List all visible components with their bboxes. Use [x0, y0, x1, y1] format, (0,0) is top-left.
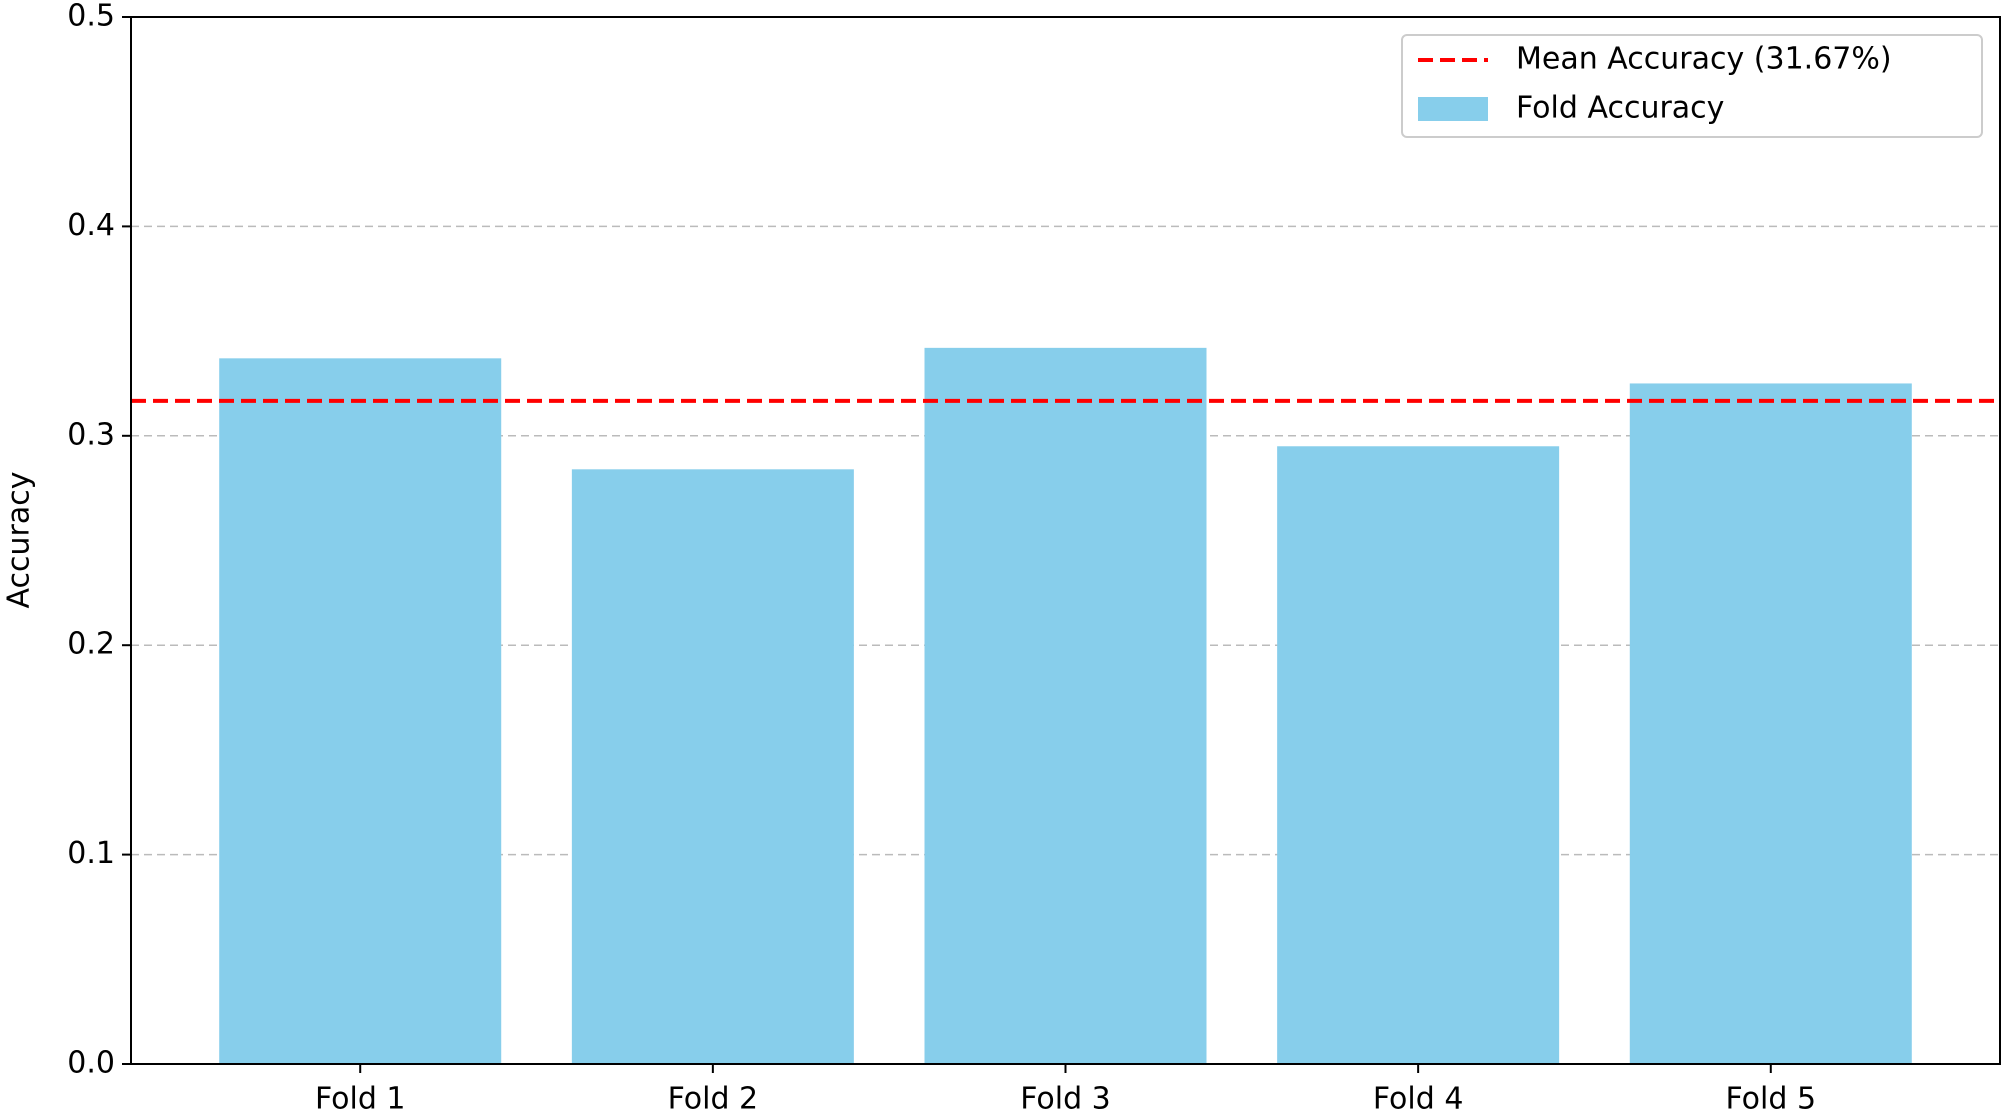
y-tick-label: 0.4 [67, 208, 115, 243]
bar [1629, 383, 1912, 1064]
legend-bar-swatch [1418, 97, 1488, 121]
y-tick-label: 0.5 [67, 0, 115, 34]
x-tick-label: Fold 3 [1020, 1082, 1111, 1116]
y-tick-label: 0.1 [67, 836, 115, 871]
y-tick-label: 0.0 [67, 1046, 115, 1081]
x-tick-label: Fold 4 [1373, 1082, 1464, 1116]
x-tick-label: Fold 1 [315, 1082, 406, 1116]
x-tick-label: Fold 2 [668, 1082, 759, 1116]
y-tick-label: 0.2 [67, 627, 115, 662]
bar [924, 347, 1207, 1064]
bar [219, 358, 502, 1064]
bar [571, 469, 854, 1065]
plot-frame [130, 16, 2001, 1065]
y-axis-label: Accuracy [2, 472, 37, 609]
legend-box [1401, 34, 1983, 138]
legend-label: Mean Accuracy (31.67%) [1516, 42, 1892, 77]
legend-label: Fold Accuracy [1516, 91, 1724, 126]
y-tick-label: 0.3 [67, 417, 115, 452]
x-tick-label: Fold 5 [1726, 1082, 1817, 1116]
bar [1277, 446, 1560, 1064]
